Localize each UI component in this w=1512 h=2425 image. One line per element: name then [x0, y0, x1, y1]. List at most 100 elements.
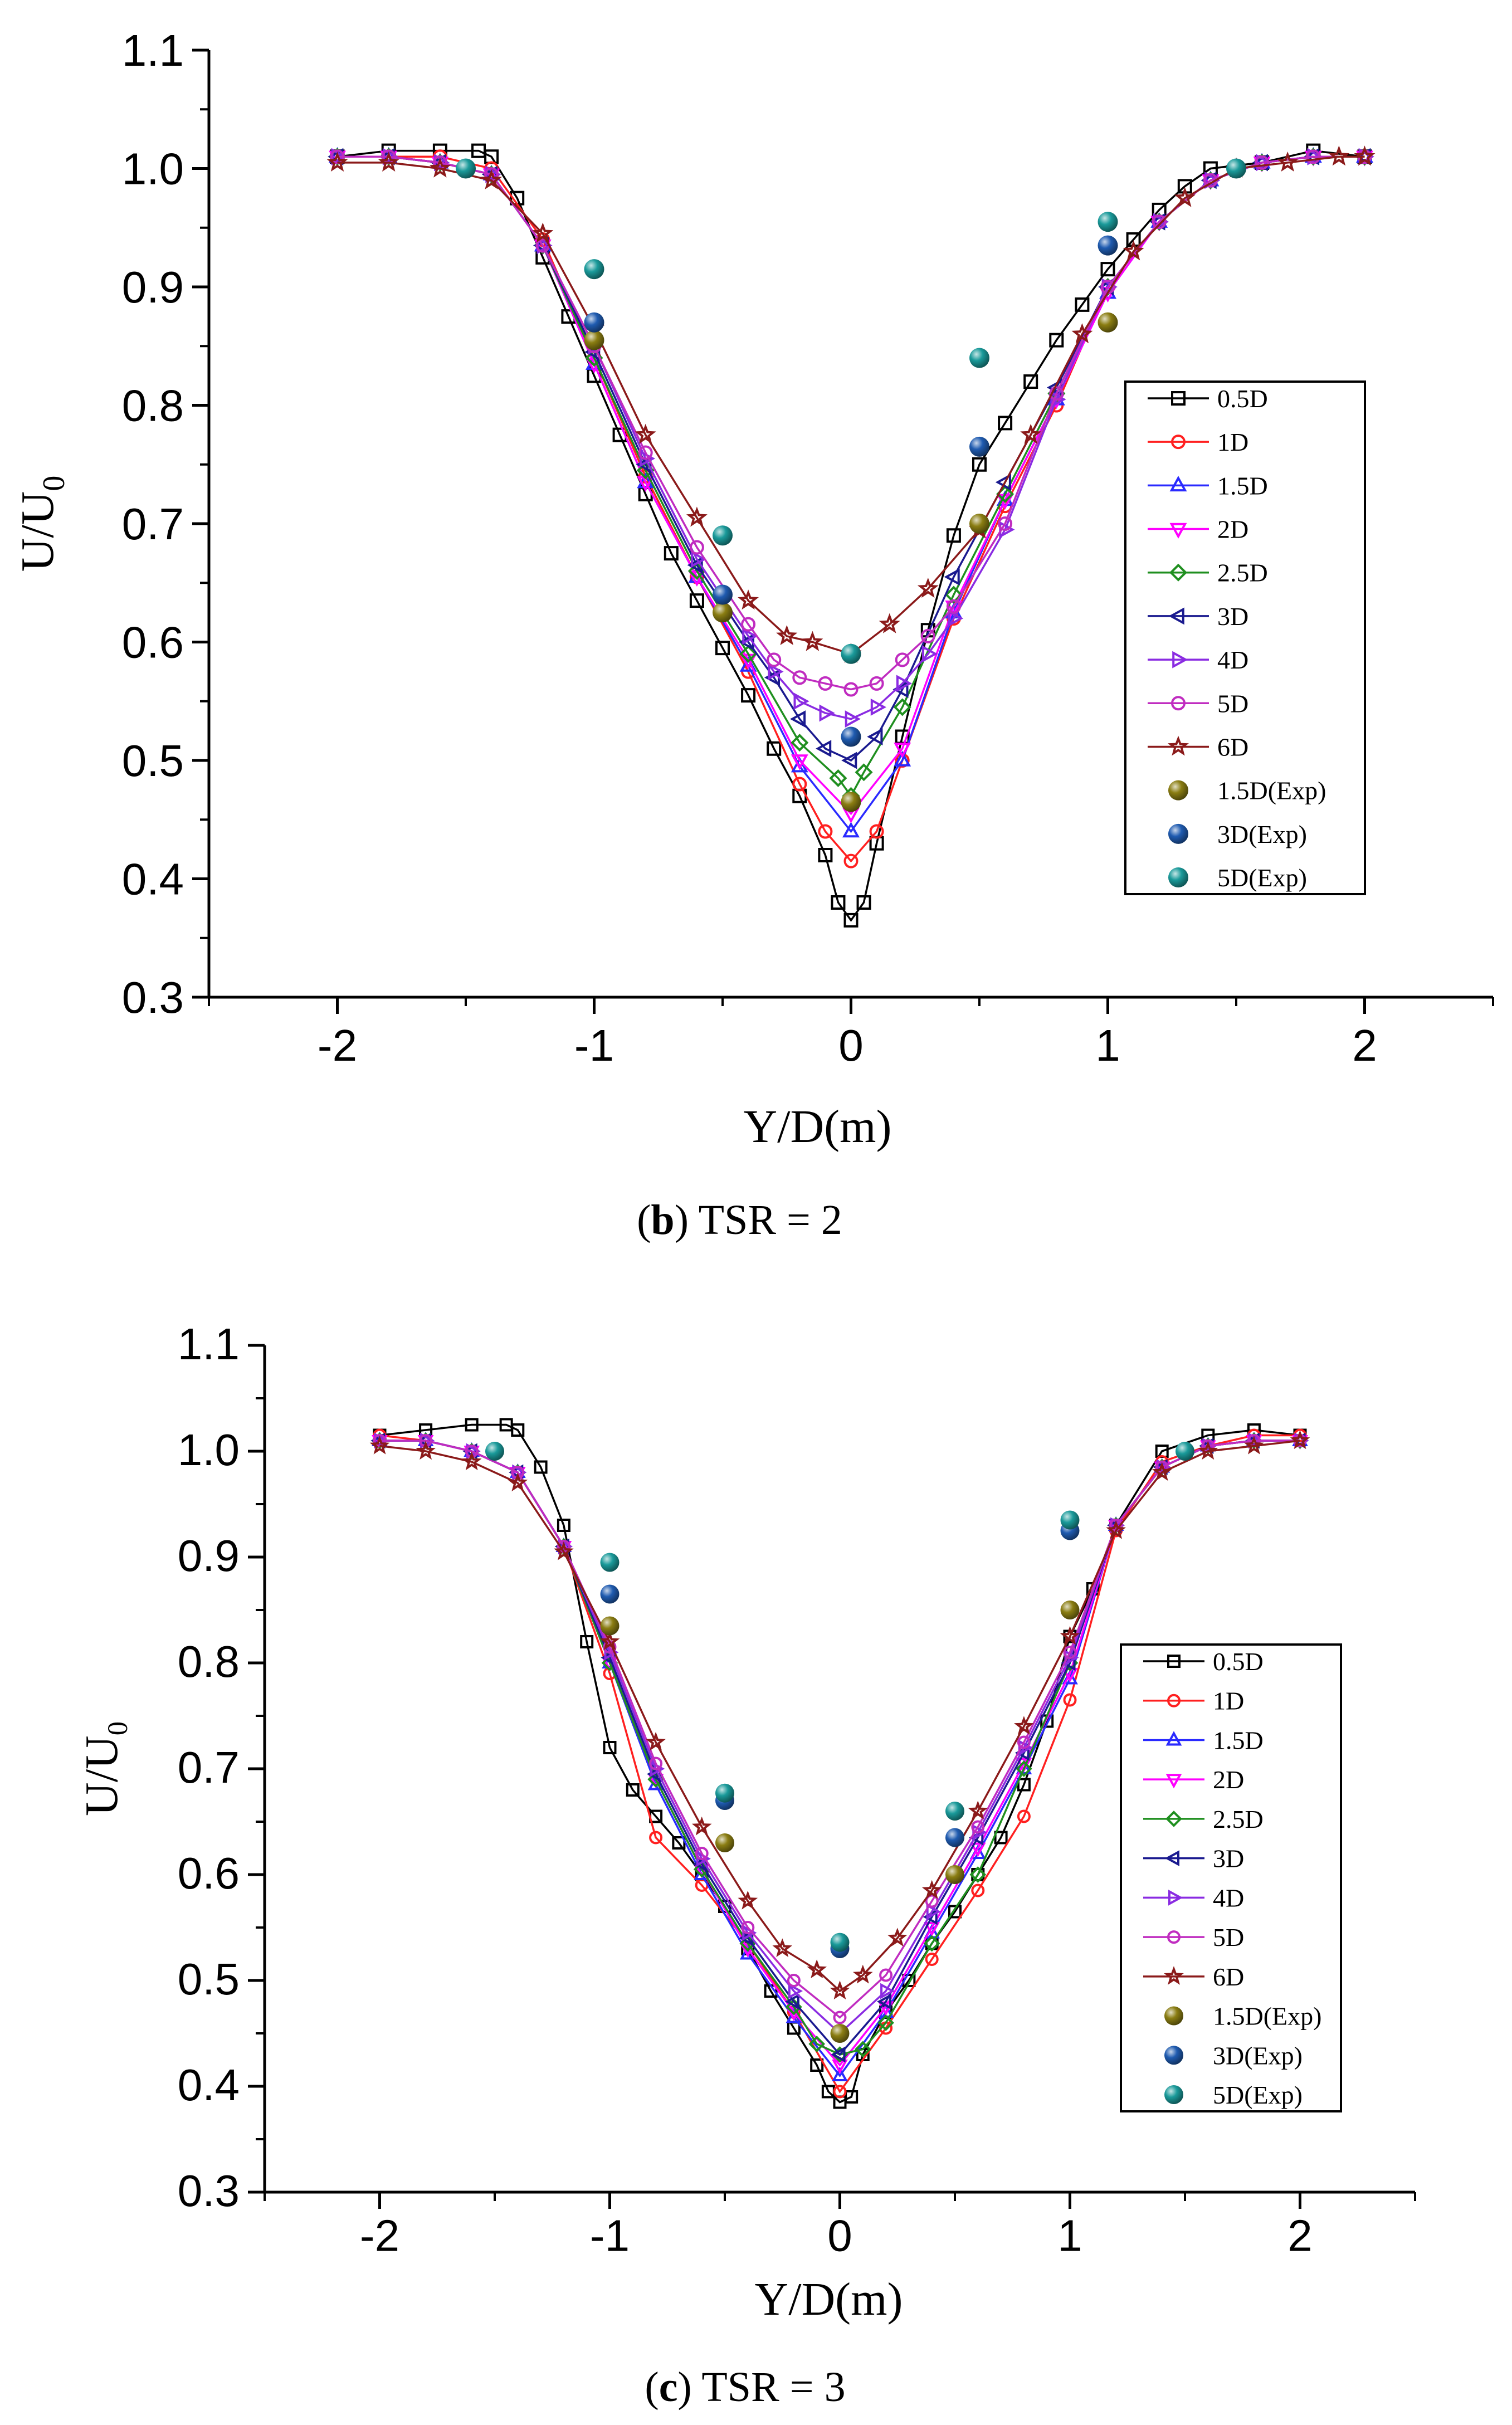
data-point	[691, 550, 707, 568]
data-point	[1016, 1760, 1032, 1777]
data-point	[969, 1866, 987, 1883]
data-point	[784, 1993, 799, 2010]
exp-point	[1098, 212, 1118, 232]
data-point	[767, 741, 782, 756]
exp-point	[830, 2024, 850, 2043]
data-point	[1017, 1735, 1031, 1749]
data-point	[1050, 391, 1066, 408]
data-point	[1106, 1520, 1126, 1539]
data-point	[599, 1631, 620, 1651]
legend-marker	[1168, 780, 1188, 801]
data-point	[994, 1831, 1008, 1845]
series-line	[379, 1440, 1300, 1993]
data-point	[1020, 423, 1042, 444]
x-axis-title: Y/D(m)	[744, 1101, 892, 1153]
legend-marker	[1171, 391, 1186, 406]
data-point	[841, 752, 857, 769]
data-point	[554, 1541, 574, 1560]
legend-label: 5D	[1213, 1923, 1244, 1951]
data-point	[511, 1423, 525, 1437]
data-point	[867, 728, 883, 745]
data-point	[792, 670, 807, 685]
figure-caption: (c) TSR = 3	[645, 2364, 845, 2411]
data-point	[1152, 214, 1167, 230]
data-point	[971, 1820, 985, 1834]
exp-point	[1060, 1510, 1080, 1530]
data-point	[1290, 1430, 1310, 1450]
exp-point	[715, 1833, 734, 1852]
data-point	[738, 1890, 758, 1910]
series-6D	[369, 1430, 1310, 2000]
data-point	[635, 423, 656, 444]
x-tick-label: 2	[1352, 1021, 1377, 1070]
legend-marker	[1168, 735, 1189, 756]
data-point	[998, 416, 1013, 431]
data-point	[767, 652, 782, 667]
data-point	[999, 521, 1015, 539]
data-point	[791, 734, 809, 752]
data-point	[944, 568, 960, 586]
data-point	[818, 676, 833, 691]
legend-marker	[1164, 2006, 1183, 2026]
data-point	[695, 1847, 709, 1860]
series-line	[337, 155, 1365, 691]
data-point	[948, 1905, 962, 1919]
data-point	[638, 445, 653, 460]
data-point	[646, 1731, 666, 1751]
exp-point	[584, 330, 604, 350]
exp-point	[969, 514, 989, 534]
exp-point	[713, 602, 733, 623]
exp-point	[600, 1584, 620, 1604]
legend-marker	[1169, 523, 1187, 539]
exp-series-1.5D(Exp)	[584, 312, 1118, 812]
legend-label: 3D(Exp)	[1213, 2041, 1303, 2070]
exp-point	[841, 792, 861, 812]
y-tick-label: 0.6	[122, 618, 184, 667]
series-line	[379, 1440, 1300, 2019]
legend-label: 3D(Exp)	[1217, 820, 1307, 848]
data-point	[768, 663, 784, 681]
data-point	[1018, 1739, 1033, 1756]
data-point	[1152, 1462, 1172, 1481]
data-point	[534, 1460, 548, 1474]
legend: 0.5D 1D 1.5D 2D 2.5D 3D 4D 5D 6D 1.5D(Exp) 3D(Exp)…	[1120, 1643, 1342, 2112]
data-point	[1328, 145, 1350, 166]
data-point	[818, 848, 833, 862]
legend-label: 5D(Exp)	[1213, 2081, 1303, 2109]
legend-box	[1124, 380, 1366, 895]
exp-point	[584, 259, 604, 280]
data-point	[1255, 155, 1270, 170]
legend-marker	[1171, 696, 1186, 711]
y-tick-label: 1.1	[122, 26, 184, 75]
data-point	[1123, 240, 1144, 261]
data-point	[972, 1824, 987, 1841]
data-point	[772, 1938, 792, 1958]
data-point	[1277, 152, 1299, 172]
y-axis-title: U/U0	[12, 476, 71, 572]
legend-label: 0.5D	[1213, 1647, 1264, 1676]
data-point	[922, 645, 938, 663]
data-point	[830, 1980, 850, 2000]
y-tick-label: 0.6	[178, 1848, 240, 1898]
data-point	[792, 777, 807, 792]
x-tick-label: -2	[318, 1021, 357, 1070]
exp-point	[841, 726, 861, 747]
data-point	[854, 2041, 871, 2058]
exp-point	[713, 584, 733, 605]
legend-marker	[1165, 1731, 1182, 1746]
data-point	[1063, 1646, 1077, 1659]
data-point	[924, 1922, 940, 1937]
exp-series-1.5D(Exp)	[600, 1601, 1080, 2043]
data-point	[819, 704, 835, 722]
chart-panel-b: 0.3 0.4 0.5 0.6 0.7 0.8 0.9 1.0 1.1 -2 -1 0 1 2 Y/D(m)…	[12, 26, 1494, 1243]
y-tick-label: 0.4	[178, 2060, 240, 2110]
data-point	[810, 2058, 824, 2072]
y-tick-label: 0.9	[178, 1531, 240, 1580]
x-tick-label: -2	[360, 2211, 399, 2261]
legend-marker	[1171, 435, 1186, 450]
y-tick-label: 0.4	[122, 855, 184, 904]
data-point	[887, 1928, 908, 1947]
exp-point	[713, 525, 733, 546]
data-point	[1017, 1809, 1031, 1823]
